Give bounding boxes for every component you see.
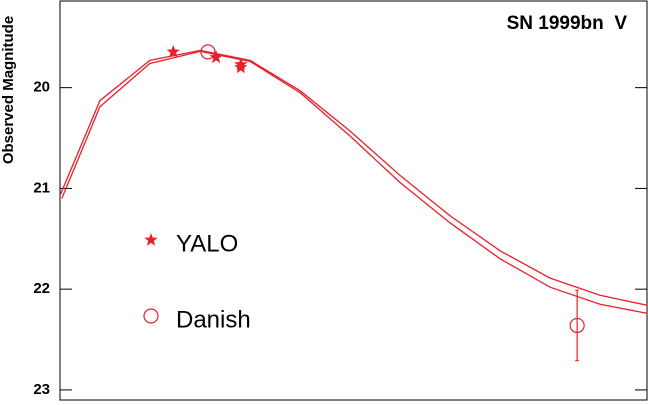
legend-label: YALO [176, 230, 238, 257]
model-curve [61, 50, 648, 314]
star-marker [144, 233, 158, 246]
y-tick-label: 20 [33, 79, 50, 96]
model-curve [59, 49, 648, 306]
plot-frame [59, 0, 648, 401]
y-axis-label: Observed Magnitude [0, 16, 17, 164]
y-tick-label: 22 [33, 280, 50, 297]
circle-marker [569, 317, 585, 334]
star-marker [209, 50, 223, 64]
star-marker [166, 44, 180, 58]
y-tick-label: 21 [33, 179, 50, 196]
y-tick-label: 23 [33, 381, 50, 398]
star-marker [234, 60, 248, 74]
circle-marker [143, 308, 159, 324]
chart-title: SN 1999bn V [507, 13, 628, 34]
legend-label: Danish [176, 306, 251, 333]
